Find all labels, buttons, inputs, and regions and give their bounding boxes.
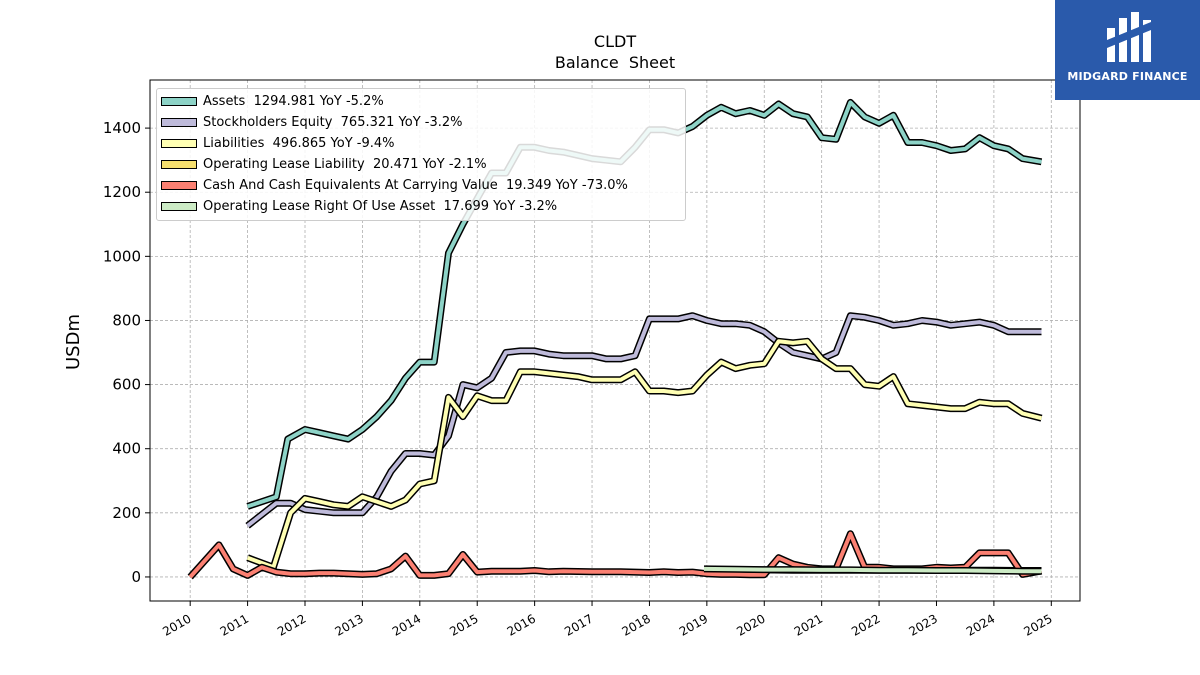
y-tick-label: 200 xyxy=(112,504,141,522)
y-axis-label: USDm xyxy=(63,314,84,370)
x-tick-label: 2010 xyxy=(160,611,193,638)
y-tick-label: 600 xyxy=(112,376,141,394)
x-tick-label: 2016 xyxy=(505,611,538,638)
brand-name: MIDGARD FINANCE xyxy=(1067,70,1188,83)
legend-label-stockholders-equity: Stockholders Equity 765.321 YoY -3.2% xyxy=(203,114,463,130)
legend-swatch-stockholders-equity xyxy=(161,117,197,127)
x-tick-label: 2022 xyxy=(849,611,882,638)
series-line-stockholders-equity xyxy=(246,313,1042,528)
series-outline-stockholders-equity xyxy=(245,312,1042,529)
series-line-liabilities xyxy=(246,339,1042,570)
series-line-operating-lease-right-of-use-asset xyxy=(703,566,1042,574)
legend-swatch-cash xyxy=(161,180,197,190)
legend-swatch-liabilities xyxy=(161,138,197,148)
brand-logo: MIDGARD FINANCE xyxy=(1055,0,1200,100)
x-tick-label: 2015 xyxy=(447,611,480,638)
plot-frame xyxy=(149,79,1081,602)
y-tick-label: 400 xyxy=(112,440,141,458)
legend-label-operating-lease-liability: Operating Lease Liability 20.471 YoY -2.… xyxy=(203,156,487,172)
x-tick-label: 2024 xyxy=(964,611,997,638)
x-tick-label: 2021 xyxy=(792,611,825,638)
x-tick-label: 2014 xyxy=(390,611,423,638)
y-tick-label: 1000 xyxy=(103,247,141,265)
y-tick-label: 1200 xyxy=(103,183,141,201)
legend-item-cash: Cash And Cash Equivalents At Carrying Va… xyxy=(161,176,628,194)
legend-item-liabilities: Liabilities 496.865 YoY -9.4% xyxy=(161,134,395,152)
x-tick-label: 2019 xyxy=(677,611,710,638)
chart-subtitle: Balance Sheet xyxy=(555,53,675,72)
legend-item-stockholders-equity: Stockholders Equity 765.321 YoY -3.2% xyxy=(161,113,463,131)
y-tick-label: 0 xyxy=(131,568,141,586)
legend-item-rou-asset: Operating Lease Right Of Use Asset 17.69… xyxy=(161,197,557,215)
x-ticks: 2010 2011 2012 2013 2014 2015 2016 2017 2018 2019… xyxy=(160,601,1055,639)
legend: Assets 1294.981 YoY -5.2% Stockholders E… xyxy=(156,88,686,221)
y-tick-label: 800 xyxy=(112,311,141,329)
x-tick-label: 2017 xyxy=(562,611,595,638)
x-tick-label: 2018 xyxy=(619,611,652,638)
legend-item-assets: Assets 1294.981 YoY -5.2% xyxy=(161,92,384,110)
x-tick-label: 2023 xyxy=(907,611,940,638)
x-tick-label: 2012 xyxy=(275,611,308,638)
x-tick-label: 2011 xyxy=(218,611,251,638)
legend-label-rou-asset: Operating Lease Right Of Use Asset 17.69… xyxy=(203,198,558,214)
legend-label-cash: Cash And Cash Equivalents At Carrying Va… xyxy=(203,177,628,193)
brand-mark-icon xyxy=(1107,12,1151,62)
y-tick-label: 1400 xyxy=(103,119,141,137)
legend-swatch-assets xyxy=(161,96,197,106)
x-tick-label: 2020 xyxy=(734,611,767,638)
x-tick-label: 2025 xyxy=(1021,611,1054,638)
legend-swatch-rou-asset xyxy=(161,201,197,211)
x-tick-label: 2013 xyxy=(332,611,365,638)
series-outline-liabilities xyxy=(246,337,1043,571)
y-ticks: 0 200 400 600 800 1000 1200 1400 xyxy=(103,119,150,586)
legend-label-assets: Assets 1294.981 YoY -5.2% xyxy=(203,93,384,109)
chart-title: CLDT xyxy=(594,32,636,51)
legend-swatch-operating-lease-liability xyxy=(161,159,197,169)
legend-label-liabilities: Liabilities 496.865 YoY -9.4% xyxy=(203,135,395,151)
legend-item-operating-lease-liability: Operating Lease Liability 20.471 YoY -2.… xyxy=(161,155,487,173)
